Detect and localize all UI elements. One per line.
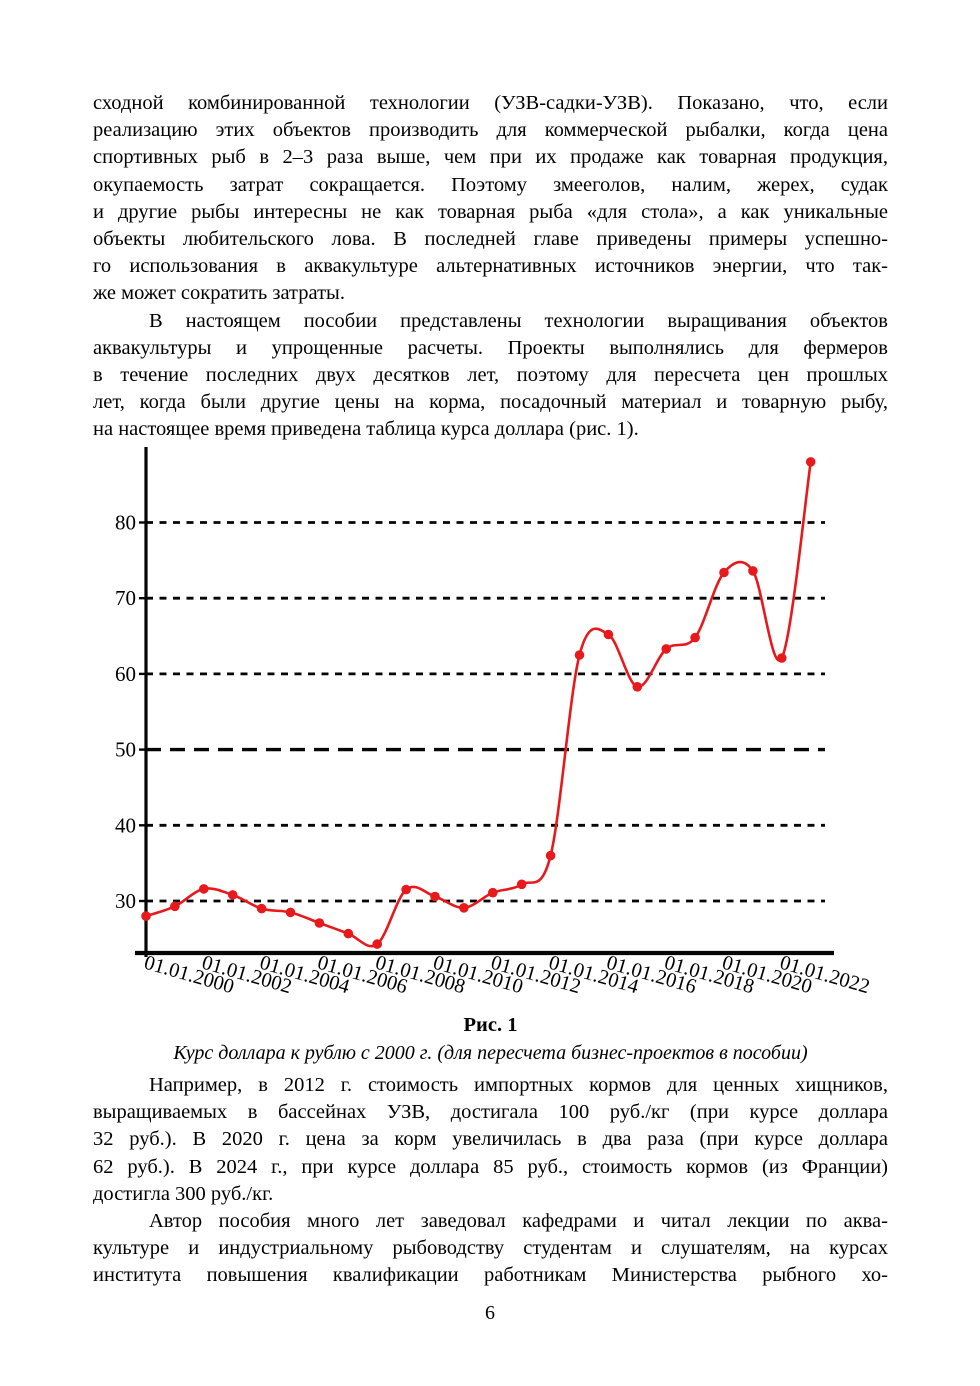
text-line: достигла 300 руб./кг. xyxy=(93,1182,274,1205)
text-line: Автор пособия много лет заведовал кафедр… xyxy=(149,1210,888,1233)
text-line: Например, в 2012 г. стоимость импортных … xyxy=(149,1074,888,1096)
text-line: культуре и индустриальному рыбоводству с… xyxy=(93,1237,888,1260)
data-point xyxy=(343,928,354,939)
text-line: же может сократить затраты. xyxy=(93,282,345,305)
text-line: 62 руб.). В 2024 г., при курсе доллара 8… xyxy=(93,1155,888,1178)
paragraph-intro: В настоящем пособии представлены техноло… xyxy=(93,308,888,444)
text-line: выращиваемых в бассейнах УЗВ, достигала … xyxy=(93,1101,888,1124)
data-point xyxy=(227,890,238,900)
data-point xyxy=(314,918,325,928)
text-line: на настоящее время приведена таблица кур… xyxy=(93,418,639,441)
y-axis-label: 50 xyxy=(115,738,136,762)
text-line: объекты любительского лова. В последней … xyxy=(93,228,888,251)
data-point xyxy=(574,650,585,660)
data-point xyxy=(603,629,614,640)
text-line: го использования в аквакультуре альтерна… xyxy=(93,255,888,278)
data-point xyxy=(199,884,209,894)
y-axis-label: 70 xyxy=(115,586,136,610)
data-point xyxy=(719,567,729,578)
text-line: и другие рыбы интересны не как товарная … xyxy=(93,200,888,223)
paragraph-author: Автор пособия много лет заведовал кафедр… xyxy=(93,1208,888,1290)
y-axis-label: 30 xyxy=(115,889,136,913)
y-axis-label: 80 xyxy=(115,511,136,535)
text-line: реализацию этих объектов производить для… xyxy=(93,119,888,142)
exchange-rate-chart: 30405060708001.01.200001.01.200201.01.20… xyxy=(115,447,872,998)
text-line: 32 руб.). В 2020 г. цена за корм увеличи… xyxy=(93,1128,888,1151)
data-point xyxy=(141,911,151,921)
text-line: окупаемость затрат сокращается. Поэтому … xyxy=(93,173,888,196)
data-point xyxy=(748,566,758,576)
data-point xyxy=(632,682,643,692)
figure-caption: Курс доллара к рублю с 2000 г. (для пере… xyxy=(173,1042,808,1064)
text-line: аквакультуры и упрощенные расчеты. Проек… xyxy=(93,336,888,359)
rate-line xyxy=(145,461,812,948)
data-point xyxy=(256,903,267,914)
data-point xyxy=(516,879,527,890)
upper-text-block: сходной комбинированной технологии (УЗВ-… xyxy=(93,90,888,444)
data-point xyxy=(459,903,469,913)
data-point xyxy=(805,457,816,467)
data-point xyxy=(170,901,180,912)
data-point xyxy=(777,653,787,663)
data-point xyxy=(372,939,383,949)
y-axis-label: 40 xyxy=(115,813,136,837)
text-line: В настоящем пособии представлены техноло… xyxy=(149,309,888,332)
page-number: 6 xyxy=(485,1302,495,1324)
data-point xyxy=(545,850,556,861)
text-line: лет, когда были другие цены на корма, по… xyxy=(93,391,888,414)
text-line: в течение последних двух десятков лет, п… xyxy=(93,364,888,387)
text-line: института повышения квалификации работни… xyxy=(93,1264,888,1287)
text-line: спортивных рыб в 2–3 раза выше, чем при … xyxy=(93,146,888,169)
data-point xyxy=(401,884,411,895)
figure-label: Рис. 1 xyxy=(463,1014,518,1036)
y-axis-label: 60 xyxy=(115,662,136,686)
data-point xyxy=(285,907,296,918)
data-point xyxy=(430,891,440,902)
data-point xyxy=(661,644,671,654)
data-point xyxy=(690,632,700,643)
paragraph-example: Например, в 2012 г. стоимость импортных … xyxy=(93,1072,888,1208)
text-line: сходной комбинированной технологии (УЗВ-… xyxy=(93,92,888,114)
lower-text-block: Например, в 2012 г. стоимость импортных … xyxy=(93,1072,888,1290)
data-point xyxy=(488,887,498,898)
paragraph-continuation: сходной комбинированной технологии (УЗВ-… xyxy=(93,90,888,308)
